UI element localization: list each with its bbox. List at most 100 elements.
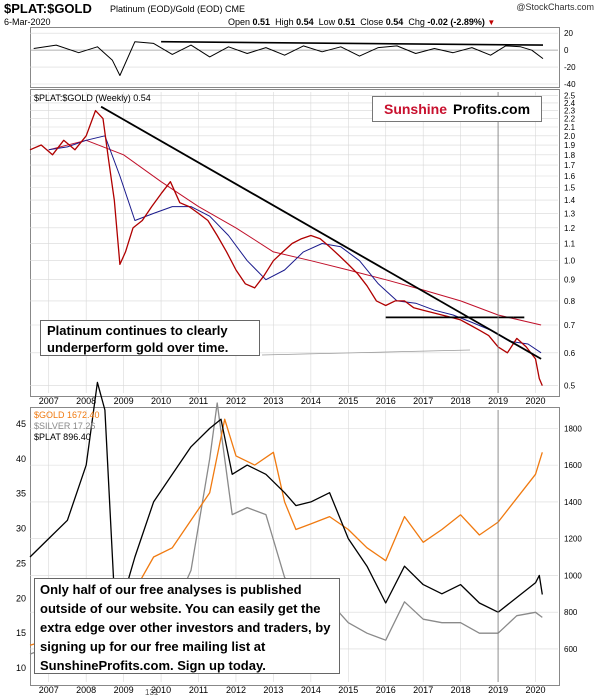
brand-logo: Sunshine Profits.com [372, 96, 542, 122]
ratio-xtick-label: 2013 [263, 396, 283, 406]
ratio-ytick-label: 1.5 [564, 184, 576, 193]
ohlc-readout: Open 0.51 High 0.54 Low 0.51 Close 0.54 … [228, 17, 495, 27]
ratio-ytick-label: 2.3 [564, 107, 576, 116]
prices-xtick-label: 2018 [451, 685, 471, 695]
chg-down-icon: ▼ [487, 18, 496, 27]
prices-right-tick-label: 600 [564, 645, 578, 654]
prices-left-tick-label: 40 [16, 454, 26, 464]
osc-tick-label: 0 [564, 46, 569, 55]
legend-silver: $SILVER 17.26 [34, 421, 96, 431]
prices-left-tick-label: 35 [16, 489, 26, 499]
prices-left-tick-label: 10 [16, 663, 26, 673]
osc-tick-label: -20 [564, 63, 576, 72]
close-label: Close [360, 17, 384, 27]
ratio-xtick-label: 2020 [526, 396, 546, 406]
high-label: High [275, 17, 294, 27]
prices-xtick-label: 2019 [488, 685, 508, 695]
osc-series-line [33, 41, 544, 76]
prices-left-tick-label: 45 [16, 419, 26, 429]
prices-xtick-label: 2017 [413, 685, 433, 695]
ratio-ytick-label: 1.7 [564, 161, 576, 170]
ratio-ytick-label: 1.2 [564, 224, 576, 233]
brand-part1: Sunshine [383, 101, 447, 117]
promo-text: Only half of our free analyses is publis… [40, 582, 331, 673]
prices-xtick-label: 2008 [76, 685, 96, 695]
prices-right-tick-label: 1200 [564, 535, 582, 544]
prices-right-tick-label: 1000 [564, 571, 582, 580]
ratio-xtick-label: 2009 [114, 396, 134, 406]
ratio-xtick-label: 2014 [301, 396, 321, 406]
prices-right-tick-label: 1600 [564, 461, 582, 470]
date-label: 6-Mar-2020 [4, 17, 51, 27]
ratio-ytick-label: 1.0 [564, 257, 576, 266]
ratio-xtick-label: 2011 [189, 396, 208, 406]
copyright-label: @StockCharts.com [516, 2, 594, 12]
ratio-xtick-label: 2015 [338, 396, 358, 406]
open-value: 0.51 [252, 17, 271, 27]
ratio-xtick-label: 2007 [39, 396, 59, 406]
osc-trendline [161, 40, 544, 46]
osc-tick-label: 20 [564, 29, 573, 38]
ratio-ytick-label: 1.9 [564, 141, 576, 150]
ratio-ytick-label: 0.8 [564, 297, 576, 306]
platinum-note-text: Platinum continues to clearly underperfo… [47, 323, 229, 355]
ratio-ytick-label: 1.3 [564, 209, 576, 218]
prices-xtick-label: 2009 [114, 685, 134, 695]
ratio-ma-long-line [48, 139, 542, 326]
ratio-ytick-label: 2.1 [564, 123, 576, 132]
low-label: Low [318, 17, 336, 27]
prices-left-tick-label: 20 [16, 593, 26, 603]
prices-left-tick-label: 25 [16, 558, 26, 568]
prices-right-tick-label: 1400 [564, 498, 582, 507]
ratio-ytick-label: 1.6 [564, 172, 576, 181]
prices-legend: $GOLD 1672.40 $SILVER 17.26 $PLAT 896.40 [34, 410, 100, 443]
prices-xtick-label: 2012 [226, 685, 246, 695]
chg-label: Chg [408, 17, 425, 27]
prices-xtick-label: 2015 [338, 685, 358, 695]
ratio-ytick-label: 2.0 [564, 132, 576, 141]
ratio-ma-short-line [48, 135, 542, 354]
note-pointer-line [261, 349, 471, 356]
platinum-note: Platinum continues to clearly underperfo… [40, 320, 260, 356]
high-value: 0.54 [296, 17, 314, 27]
prices-xtick-label: 2016 [376, 685, 396, 695]
legend-gold: $GOLD 1672.40 [34, 410, 100, 420]
ratio-xtick-label: 2017 [413, 396, 433, 406]
prices-right-tick-label: 1800 [564, 424, 582, 433]
ratio-ytick-label: 0.6 [564, 349, 576, 358]
ratio-ytick-label: 2.4 [564, 99, 576, 108]
prices-xtick-label: 2013 [263, 685, 283, 695]
prices-xtick-label: 2007 [39, 685, 59, 695]
prices-left-tick-label: 15 [16, 628, 26, 638]
ratio-xtick-label: 2016 [376, 396, 396, 406]
ratio-ytick-label: 0.9 [564, 276, 576, 285]
ratio-xtick-label: 2008 [76, 396, 96, 406]
brand-part2: Profits.com [453, 101, 531, 117]
prices-right-tick-label: 800 [564, 608, 578, 617]
prices-xtick-label: 2014 [301, 685, 321, 695]
legend-plat: $PLAT 896.40 [34, 432, 91, 442]
prices-left-tick-label: 30 [16, 524, 26, 534]
ratio-ytick-label: 2.2 [564, 115, 576, 124]
chart-title: $PLAT:$GOLD [4, 1, 92, 16]
ratio-xtick-label: 2012 [226, 396, 246, 406]
ratio-price-line [29, 109, 543, 386]
ratio-xtick-label: 2018 [451, 396, 471, 406]
osc-tick-label: -40 [564, 80, 576, 89]
ratio-xtick-label: 2010 [151, 396, 171, 406]
prices-xtick-label: 2010 [151, 685, 171, 695]
plat-series-line [29, 381, 543, 613]
open-label: Open [228, 17, 251, 27]
ratio-ytick-label: 2.5 [564, 92, 576, 101]
chart-subtitle: Platinum (EOD)/Gold (EOD) CME [110, 4, 246, 14]
prices-xtick-label: 2011 [189, 685, 208, 695]
bottom-marker: 131 [145, 688, 159, 697]
prices-xtick-label: 2020 [526, 685, 546, 695]
ratio-ytick-label: 1.4 [564, 196, 576, 205]
ratio-ytick-label: 0.7 [564, 321, 576, 330]
ratio-ytick-label: 1.8 [564, 151, 576, 160]
ratio-xtick-label: 2019 [488, 396, 508, 406]
close-value: 0.54 [385, 17, 404, 27]
